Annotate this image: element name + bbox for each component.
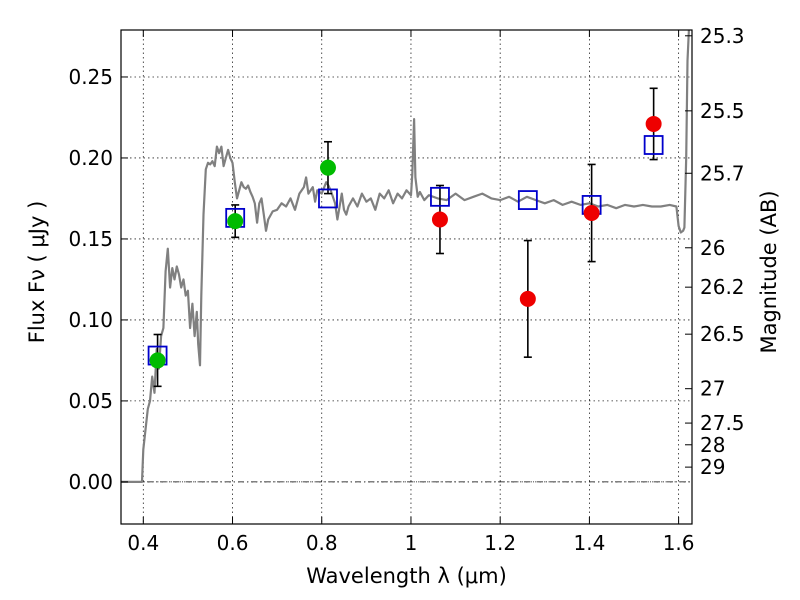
magnitude-tick-label: 25.3 [700, 24, 745, 48]
observed-point [149, 352, 166, 369]
magnitude-axis-label: Magnitude (AB) [757, 190, 781, 353]
model-photometry-square [517, 190, 538, 210]
y-tick-label: 0.10 [68, 308, 113, 332]
y-tick-label: 0.00 [68, 470, 113, 494]
observed-point [583, 205, 600, 222]
x-tick-label: 0.4 [127, 531, 159, 555]
x-tick-label: 1.6 [663, 531, 695, 555]
model-photometry-squares [147, 135, 664, 366]
y-tick-label: 0.05 [68, 389, 113, 413]
magnitude-tick-label: 27 [700, 377, 725, 401]
magnitude-tick-label: 25.5 [700, 99, 745, 123]
x-tick-label: 1.2 [484, 531, 516, 555]
y-axis-ticks: 0.00 0.05 0.10 0.15 0.20 0.25 [68, 65, 128, 494]
magnitude-tick-label: 25.7 [700, 161, 745, 185]
y-tick-label: 0.25 [68, 65, 113, 89]
x-axis-ticks: 0.4 0.6 0.8 1 1.2 1.4 1.6 [127, 30, 695, 555]
y-tick-label: 0.15 [68, 227, 113, 251]
magnitude-tick-label: 27.5 [700, 411, 745, 435]
model-photometry-square [430, 186, 450, 207]
observed-points [149, 115, 662, 369]
observed-point [227, 213, 244, 230]
x-axis-label: Wavelength λ (μm) [306, 564, 507, 588]
x-tick-label: 1 [405, 531, 418, 555]
observed-point [431, 211, 448, 228]
observed-point [319, 159, 336, 176]
magnitude-tick-label: 26.5 [700, 322, 745, 346]
y-axis-label: Flux Fν ( μJy ) [25, 201, 49, 344]
magnitude-tick-label: 26 [700, 236, 725, 260]
plot-frame [120, 29, 693, 525]
y-tick-label: 0.20 [68, 146, 113, 170]
magnitude-tick-label: 28 [700, 433, 725, 457]
model-photometry-square [318, 188, 338, 209]
x-tick-label: 1.4 [573, 531, 605, 555]
magnitude-tick-label: 26.2 [700, 275, 745, 299]
model-sed-line [121, 29, 690, 483]
observed-point [645, 115, 662, 132]
observed-point [519, 290, 536, 307]
magnitude-tick-label: 29 [700, 455, 725, 479]
model-photometry-square [643, 135, 664, 155]
error-bars [153, 87, 658, 388]
grid [121, 30, 692, 524]
x-tick-label: 0.8 [306, 531, 338, 555]
x-tick-label: 0.6 [217, 531, 249, 555]
